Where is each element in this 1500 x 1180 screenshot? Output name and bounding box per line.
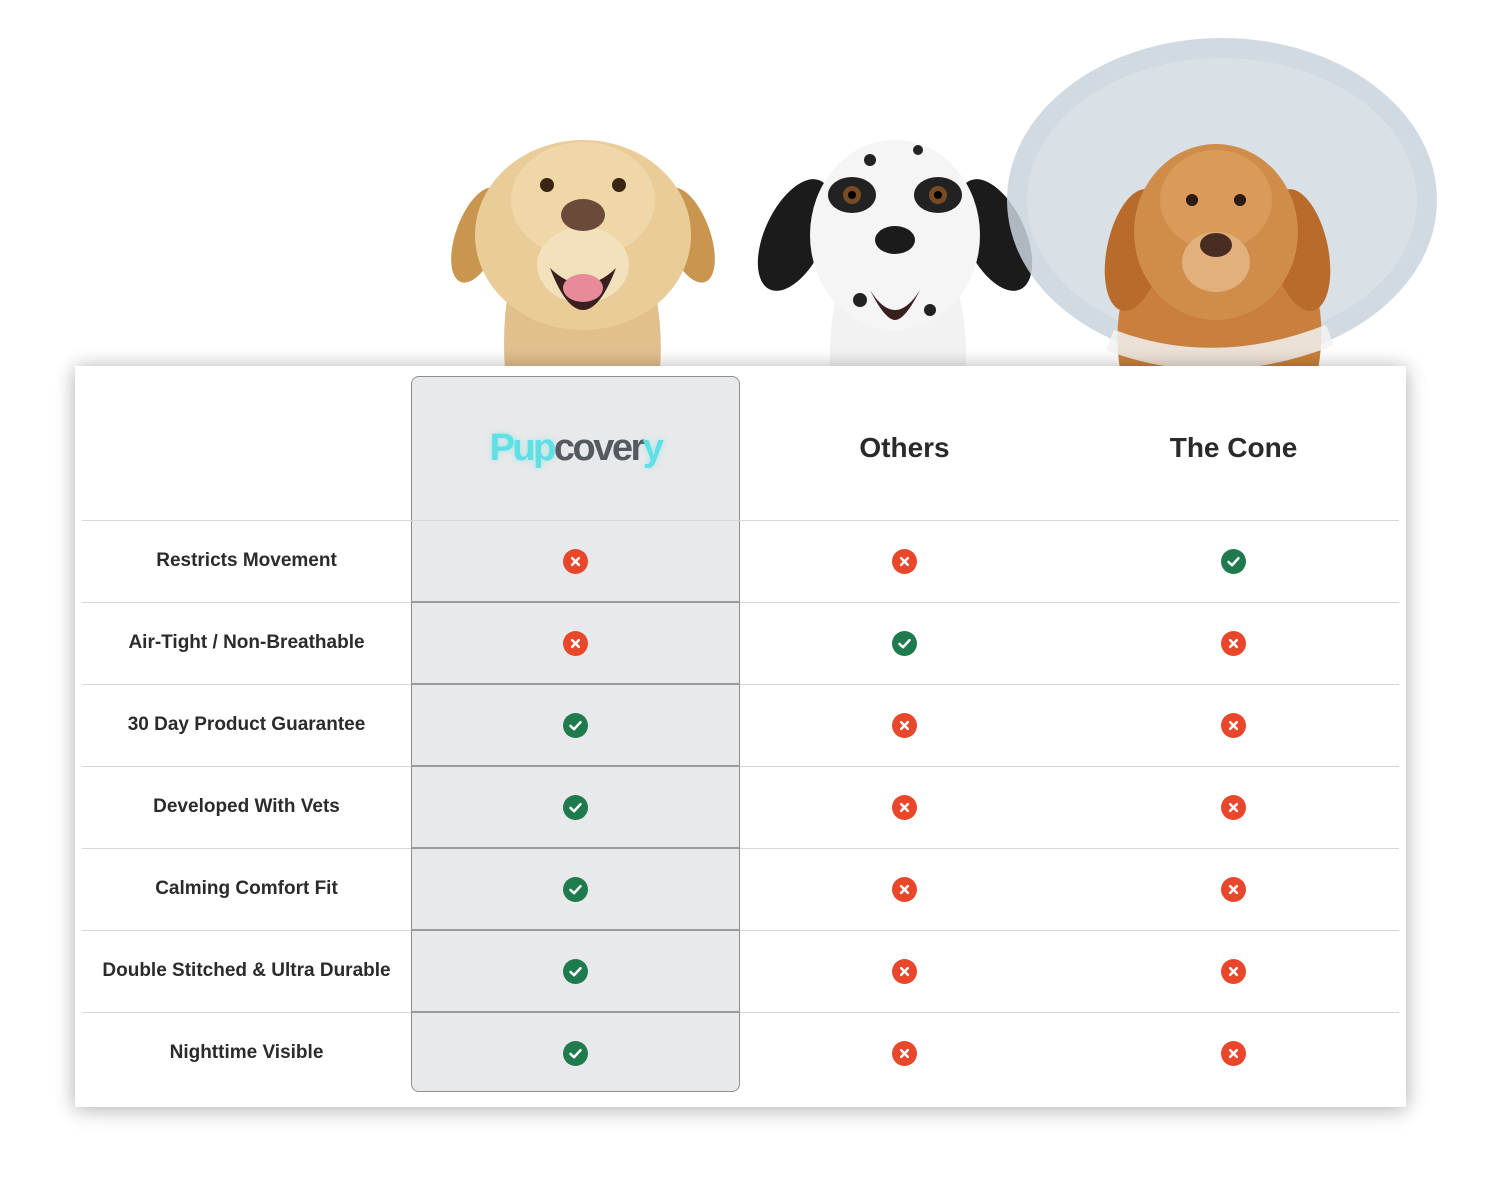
cross-icon [1221,630,1246,656]
row-divider [82,602,1399,603]
row-divider [82,520,1399,521]
cell-pupcovery [411,684,740,766]
cross-icon [892,548,917,574]
row-divider [82,848,1399,849]
highlight-divider [411,929,740,931]
logo-part-y: y [642,426,664,469]
cell-others [740,520,1069,602]
table-row: Double Stitched & Ultra Durable [75,930,1406,1012]
row-divider [82,766,1399,767]
feature-label: 30 Day Product Guarantee [127,714,366,735]
feature-label: Calming Comfort Fit [155,878,338,899]
check-icon [563,876,588,902]
cell-the-cone [1069,930,1398,1012]
cross-icon [892,712,917,738]
cell-others [740,1012,1069,1094]
cross-icon [1221,712,1246,738]
cell-the-cone [1069,684,1398,766]
feature-label: Restricts Movement [156,550,337,571]
table-row: Calming Comfort Fit [75,848,1406,930]
cell-the-cone [1069,602,1398,684]
table-row: 30 Day Product Guarantee [75,684,1406,766]
cross-icon [892,876,917,902]
feature-label: Developed With Vets [153,796,340,817]
cell-the-cone [1069,848,1398,930]
highlight-divider [411,847,740,849]
column-header-others: Others [859,432,950,463]
check-icon [563,1040,588,1066]
cell-pupcovery [411,848,740,930]
table-row: Restricts Movement [75,520,1406,602]
row-divider [82,1012,1399,1013]
table-row: Nighttime Visible [75,1012,1406,1094]
cross-icon [1221,876,1246,902]
cell-pupcovery [411,520,740,602]
check-icon [1221,548,1246,574]
pupcovery-logo: Pup cover y [411,376,740,520]
check-icon [563,794,588,820]
table-header: Pup cover y Others The Cone [75,376,1406,520]
highlight-divider [411,1011,740,1013]
cross-icon [1221,1040,1246,1066]
feature-label: Nighttime Visible [169,1042,324,1063]
check-icon [563,712,588,738]
check-icon [563,958,588,984]
cell-others [740,766,1069,848]
cell-pupcovery [411,1012,740,1094]
cross-icon [1221,794,1246,820]
cell-pupcovery [411,930,740,1012]
labrador-dog-image [451,140,715,370]
dogs-illustration [451,38,1437,370]
golden-retriever-cone-image [1007,38,1437,370]
logo-part-cover: cover [553,426,645,469]
feature-label: Air-Tight / Non-Breathable [128,632,365,653]
cell-pupcovery [411,766,740,848]
cross-icon [892,794,917,820]
cross-icon [563,548,588,574]
cell-others [740,684,1069,766]
cell-the-cone [1069,766,1398,848]
cross-icon [563,630,588,656]
feature-label: Double Stitched & Ultra Durable [102,960,391,981]
cell-the-cone [1069,520,1398,602]
cell-others [740,602,1069,684]
cell-others [740,848,1069,930]
table-row: Air-Tight / Non-Breathable [75,602,1406,684]
cross-icon [892,1040,917,1066]
highlight-divider [411,601,740,603]
cross-icon [892,958,917,984]
row-divider [82,684,1399,685]
column-header-the-cone: The Cone [1169,432,1298,463]
cross-icon [1221,958,1246,984]
logo-part-pup: Pup [489,426,557,469]
highlight-divider [411,683,740,685]
cell-others [740,930,1069,1012]
check-icon [892,630,917,656]
comparison-table: Pup cover y Others The Cone Restricts Move… [75,366,1406,1107]
highlight-divider [411,765,740,767]
table-row: Developed With Vets [75,766,1406,848]
row-divider [82,930,1399,931]
dalmatian-dog-image [757,140,1033,370]
cell-the-cone [1069,1012,1398,1094]
cell-pupcovery [411,602,740,684]
